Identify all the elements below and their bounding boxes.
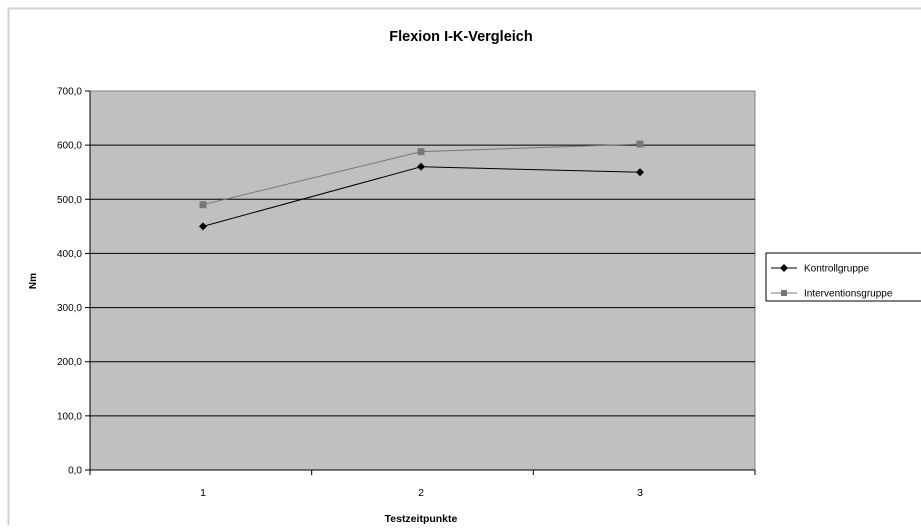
x-tick-label: 1 (200, 487, 206, 499)
y-axis-label: Nm (28, 273, 39, 289)
data-point (200, 201, 207, 208)
y-tick-label: 200,0 (57, 357, 82, 368)
data-point (418, 148, 425, 155)
legend-marker (781, 290, 787, 296)
legend-label: Interventionsgruppe (804, 289, 893, 300)
y-tick-label: 600,0 (57, 141, 82, 152)
y-tick-label: 100,0 (57, 411, 82, 422)
x-tick-label: 3 (637, 487, 643, 499)
x-axis-label: Testzeitpunkte (385, 513, 458, 525)
y-tick-label: 700,0 (57, 87, 82, 98)
plot-area (90, 91, 755, 470)
y-tick-label: 0,0 (68, 466, 82, 477)
data-point (637, 141, 644, 148)
y-tick-label: 400,0 (57, 249, 82, 260)
x-tick-label: 2 (418, 487, 424, 499)
y-tick-label: 300,0 (57, 303, 82, 314)
legend: Kontrollgruppe Interventionsgruppe (766, 253, 921, 301)
chart-title: Flexion I-K-Vergleich (389, 29, 532, 45)
y-tick-label: 500,0 (57, 195, 82, 206)
legend-label: Kontrollgruppe (804, 264, 869, 275)
